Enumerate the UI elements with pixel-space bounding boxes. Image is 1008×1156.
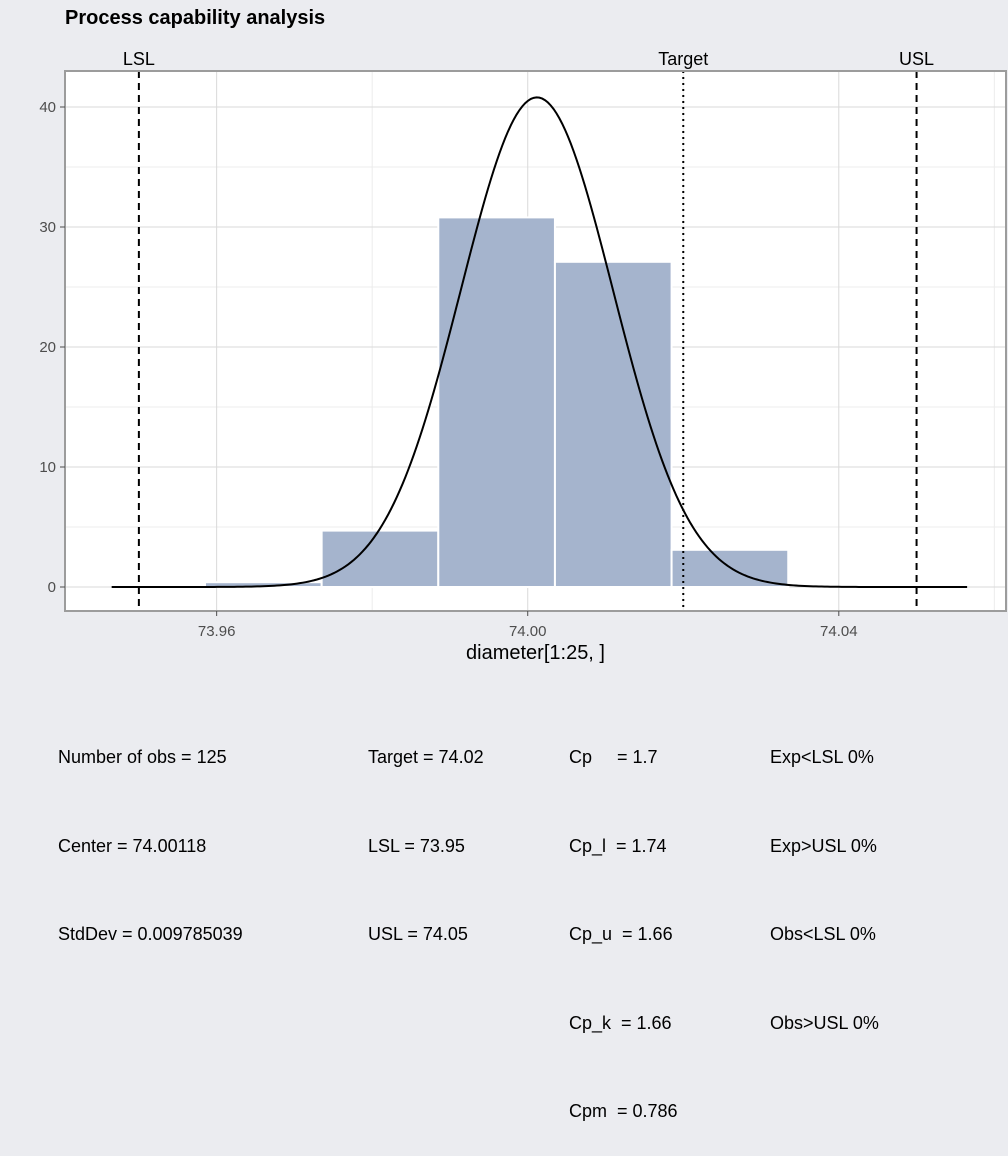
stats-column-observations: Number of obs = 125 Center = 74.00118 St…: [58, 684, 243, 979]
stat-stddev: StdDev = 0.009785039: [58, 924, 243, 944]
stat-cp: Cp = 1.7: [569, 747, 658, 767]
y-tick-label: 0: [48, 579, 56, 596]
stat-cpm: Cpm = 0.786: [569, 1101, 678, 1121]
stat-usl: USL = 74.05: [368, 924, 468, 944]
stat-exp-usl: Exp>USL 0%: [770, 835, 877, 856]
stat-cp-l: Cp_l = 1.74: [569, 835, 667, 856]
histogram-bar-3: [437, 216, 556, 588]
capability-chart: LSL Target USL 73.96 74.00 74.04 0 10 20 30 40 diam…: [39, 49, 1007, 664]
stat-target: Target = 74.02: [368, 747, 484, 767]
ref-label-target: Target: [658, 49, 708, 69]
stat-number-of-obs: Number of obs = 125: [58, 747, 227, 767]
x-tick-label: 74.04: [820, 623, 858, 640]
x-axis-title: diameter[1:25, ]: [466, 642, 605, 664]
y-tick-label: 10: [39, 459, 56, 476]
plot-area: [65, 71, 1006, 611]
x-tick-label: 73.96: [198, 623, 236, 640]
histogram-bar-4: [553, 260, 673, 588]
normal-density-curve: [111, 96, 968, 588]
stat-lsl: LSL = 73.95: [368, 835, 465, 856]
y-tick-label: 20: [39, 339, 56, 356]
stat-center: Center = 74.00118: [58, 835, 207, 856]
stats-column-indices: Cp = 1.7 Cp_l = 1.74 Cp_u = 1.66 Cp_k = …: [569, 684, 678, 1156]
stat-exp-lsl: Exp<LSL 0%: [770, 747, 874, 767]
stat-obs-usl: Obs>USL 0%: [770, 1012, 879, 1033]
x-tick-label: 74.00: [509, 623, 547, 640]
stats-column-exceedance: Exp<LSL 0% Exp>USL 0% Obs<LSL 0% Obs>USL…: [770, 684, 879, 1068]
chart-title: Process capability analysis: [65, 7, 326, 29]
histogram-bar-2: [320, 529, 440, 588]
stat-obs-lsl: Obs<LSL 0%: [770, 924, 876, 944]
y-tick-label: 30: [39, 219, 56, 236]
stats-column-limits: Target = 74.02 LSL = 73.95 USL = 74.05: [368, 684, 484, 979]
ref-label-usl: USL: [899, 49, 934, 69]
ref-label-lsl: LSL: [123, 49, 155, 69]
stat-cp-u: Cp_u = 1.66: [569, 924, 673, 944]
y-tick-label: 40: [39, 99, 56, 116]
plot-border: [64, 70, 1007, 612]
stat-cp-k: Cp_k = 1.66: [569, 1012, 672, 1033]
